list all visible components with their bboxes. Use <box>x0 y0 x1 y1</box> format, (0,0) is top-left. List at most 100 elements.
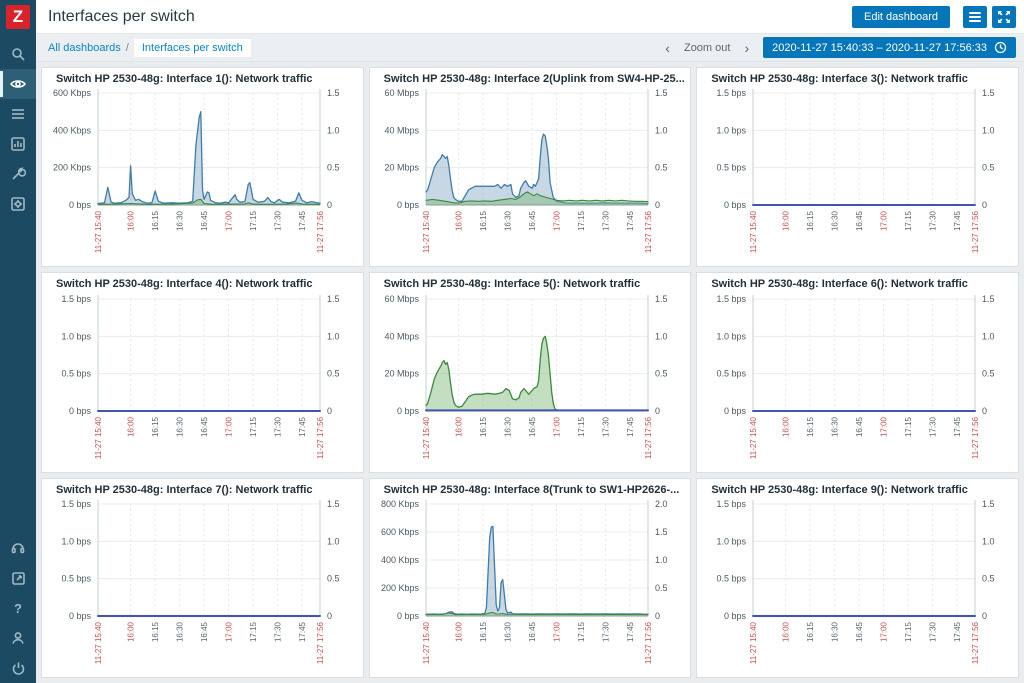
svg-text:0.5: 0.5 <box>655 583 668 593</box>
svg-text:17:00: 17:00 <box>225 416 234 437</box>
svg-text:16:45: 16:45 <box>528 416 537 437</box>
help-icon: ? <box>14 600 22 616</box>
dashboard-menu-button[interactable] <box>963 5 987 28</box>
svg-text:17:45: 17:45 <box>953 211 962 232</box>
breadcrumb-current-link[interactable]: Interfaces per switch <box>141 41 243 54</box>
svg-text:17:30: 17:30 <box>601 621 610 642</box>
svg-text:17:45: 17:45 <box>298 416 307 437</box>
svg-text:0.5 bps: 0.5 bps <box>717 163 747 173</box>
zabbix-logo-icon[interactable]: Z <box>6 5 30 29</box>
sidebar-item-administration[interactable] <box>0 189 36 219</box>
svg-text:17:30: 17:30 <box>274 416 283 437</box>
svg-text:1.5: 1.5 <box>982 88 995 98</box>
bits-sent-blue-series <box>425 525 649 615</box>
svg-text:17:15: 17:15 <box>905 416 914 437</box>
breadcrumb-all-dashboards-link[interactable]: All dashboards <box>48 41 121 54</box>
svg-text:1.5: 1.5 <box>655 527 668 537</box>
sidebar-item-integrations[interactable] <box>0 563 36 593</box>
graph-plot-area[interactable]: 0 bps 0 20 Mbps 0.5 40 Mbps 1.0 60 Mbps 1.5 11-2… <box>370 291 691 472</box>
svg-text:0.5: 0.5 <box>982 163 995 173</box>
svg-text:11-27 17:56: 11-27 17:56 <box>971 211 980 254</box>
eye-icon <box>9 80 27 88</box>
gear-icon <box>11 197 25 211</box>
svg-text:16:30: 16:30 <box>503 416 512 437</box>
svg-text:200 Kbps: 200 Kbps <box>53 163 92 173</box>
svg-text:200 Kbps: 200 Kbps <box>381 583 420 593</box>
sidebar-item-sign-out[interactable] <box>0 653 36 683</box>
svg-text:0 bps: 0 bps <box>724 611 747 621</box>
svg-text:11-27 17:56: 11-27 17:56 <box>644 621 653 664</box>
svg-text:0.5: 0.5 <box>655 368 668 378</box>
time-range-selector[interactable]: 2020-11-27 15:40:33 – 2020-11-27 17:56:3… <box>763 37 1016 58</box>
svg-text:60 Mbps: 60 Mbps <box>384 88 419 98</box>
widget-title: Switch HP 2530-48g: Interface 5(): Netwo… <box>383 278 641 291</box>
widget-title: Switch HP 2530-48g: Interface 3(): Netwo… <box>711 73 968 85</box>
sidebar-item-services[interactable] <box>0 99 36 129</box>
svg-text:16:45: 16:45 <box>855 416 864 437</box>
sidebar-item-support[interactable] <box>0 533 36 563</box>
svg-text:16:30: 16:30 <box>503 211 512 232</box>
svg-text:0 bps: 0 bps <box>397 200 420 210</box>
sidebar-item-search[interactable] <box>0 39 36 69</box>
svg-text:1.0: 1.0 <box>655 555 668 565</box>
graph-plot-area[interactable]: 0 bps 0 200 Kbps 0.5 400 Kbps 1.0 600 Kbps 1.5 8… <box>370 496 691 677</box>
list-icon <box>12 109 24 119</box>
svg-text:0 bps: 0 bps <box>724 200 747 210</box>
graph-plot-area[interactable]: 0 bps 0 20 Mbps 0.5 40 Mbps 1.0 60 Mbps 1.5 11-2… <box>370 85 691 266</box>
svg-text:17:00: 17:00 <box>880 416 889 437</box>
svg-text:1.0: 1.0 <box>327 126 340 136</box>
graph-widget: Switch HP 2530-48g: Interface 8(Trunk to… <box>368 477 692 678</box>
svg-text:17:45: 17:45 <box>626 211 635 232</box>
widget-title: Switch HP 2530-48g: Interface 7(): Netwo… <box>56 483 313 496</box>
kiosk-mode-button[interactable] <box>992 5 1016 28</box>
graph-plot-area[interactable]: 0 bps 0 0.5 bps 0.5 1.0 bps 1.0 1.5 bps 1.5 11-2… <box>42 496 363 677</box>
graph-plot-area[interactable]: 0 bps 0 0.5 bps 0.5 1.0 bps 1.0 1.5 bps 1.5 11-2… <box>42 291 363 472</box>
graph-plot-area[interactable]: 0 bps 0 0.5 bps 0.5 1.0 bps 1.0 1.5 bps 1.5 11-2… <box>697 496 1018 677</box>
svg-text:1.0: 1.0 <box>655 126 668 136</box>
svg-text:0.5 bps: 0.5 bps <box>61 574 91 584</box>
toolbar: All dashboards / Interfaces per switch ‹… <box>36 34 1024 62</box>
sidebar-item-configuration[interactable] <box>0 159 36 189</box>
svg-text:0: 0 <box>655 200 660 210</box>
svg-text:17:30: 17:30 <box>601 416 610 437</box>
svg-text:0: 0 <box>655 611 660 621</box>
svg-text:0.5 bps: 0.5 bps <box>717 574 747 584</box>
search-icon <box>12 48 25 61</box>
sidebar-item-user-settings[interactable] <box>0 623 36 653</box>
svg-text:0 bps: 0 bps <box>724 406 747 416</box>
svg-text:16:15: 16:15 <box>806 621 815 642</box>
edit-dashboard-button[interactable]: Edit dashboard <box>852 5 950 28</box>
zoom-out-button[interactable]: Zoom out <box>683 41 731 54</box>
time-forward-button[interactable]: › <box>740 40 753 56</box>
svg-text:16:45: 16:45 <box>855 621 864 642</box>
sidebar-item-help[interactable]: ? <box>0 593 36 623</box>
chart-svg: 0 bps 0 200 Kbps 0.5 400 Kbps 1.0 600 Kbps 1.5 8… <box>381 499 668 664</box>
menu-icon <box>969 11 981 22</box>
user-icon <box>12 632 24 644</box>
graph-plot-area[interactable]: 0 bps 0 200 Kbps 0.5 400 Kbps 1.0 600 Kbps 1.5 1… <box>42 85 363 266</box>
svg-text:1.5: 1.5 <box>327 499 340 509</box>
chart-svg: 0 bps 0 0.5 bps 0.5 1.0 bps 1.0 1.5 bps 1.5 11-2… <box>61 499 340 664</box>
graph-plot-area[interactable]: 0 bps 0 0.5 bps 0.5 1.0 bps 1.0 1.5 bps 1.5 11-2… <box>697 85 1018 266</box>
svg-text:16:00: 16:00 <box>127 416 136 437</box>
svg-text:1.5 bps: 1.5 bps <box>61 499 91 509</box>
svg-text:16:30: 16:30 <box>831 416 840 437</box>
sidebar-item-monitoring[interactable] <box>0 69 36 99</box>
svg-text:11-27 15:40: 11-27 15:40 <box>422 621 431 664</box>
svg-text:1.0: 1.0 <box>982 126 995 136</box>
time-back-button[interactable]: ‹ <box>661 40 674 56</box>
graph-widget: Switch HP 2530-48g: Interface 1(): Netwo… <box>41 67 364 268</box>
svg-text:0 bps: 0 bps <box>69 200 92 210</box>
sidebar-item-reports[interactable] <box>0 129 36 159</box>
svg-text:0 bps: 0 bps <box>397 611 420 621</box>
chart-svg: 0 bps 0 20 Mbps 0.5 40 Mbps 1.0 60 Mbps 1.5 11-2… <box>384 294 668 459</box>
svg-text:1.5 bps: 1.5 bps <box>61 294 91 304</box>
wrench-icon <box>12 167 26 180</box>
graph-plot-area[interactable]: 0 bps 0 0.5 bps 0.5 1.0 bps 1.0 1.5 bps 1.5 11-2… <box>697 291 1018 472</box>
headset-icon <box>11 543 25 554</box>
svg-text:16:45: 16:45 <box>855 211 864 232</box>
svg-text:1.0 bps: 1.0 bps <box>61 536 91 546</box>
svg-text:16:00: 16:00 <box>127 621 136 642</box>
svg-text:1.5: 1.5 <box>982 294 995 304</box>
